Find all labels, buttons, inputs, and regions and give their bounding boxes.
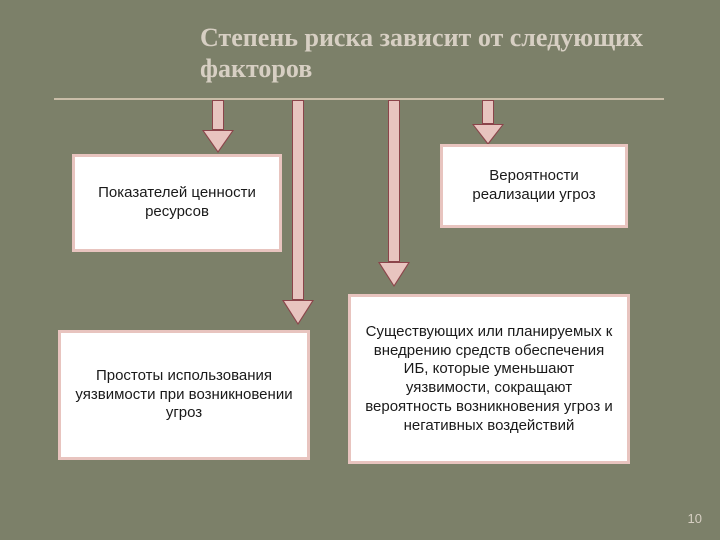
factor-text-3: Простоты использования уязвимости при во… bbox=[71, 367, 297, 423]
factor-box-1: Показателей ценности ресурсов bbox=[72, 154, 282, 252]
factor-box-3: Простоты использования уязвимости при во… bbox=[58, 330, 310, 460]
factor-text-4: Существующих или планируемых к внедрению… bbox=[361, 323, 617, 436]
factor-box-4: Существующих или планируемых к внедрению… bbox=[348, 294, 630, 464]
title-underline bbox=[54, 98, 664, 100]
page-number: 10 bbox=[688, 511, 702, 526]
slide-title: Степень риска зависит от следующих факто… bbox=[200, 22, 670, 84]
factor-text-1: Показателей ценности ресурсов bbox=[85, 184, 269, 222]
factor-box-2: Вероятности реализации угроз bbox=[440, 144, 628, 228]
factor-text-2: Вероятности реализации угроз bbox=[453, 167, 615, 205]
